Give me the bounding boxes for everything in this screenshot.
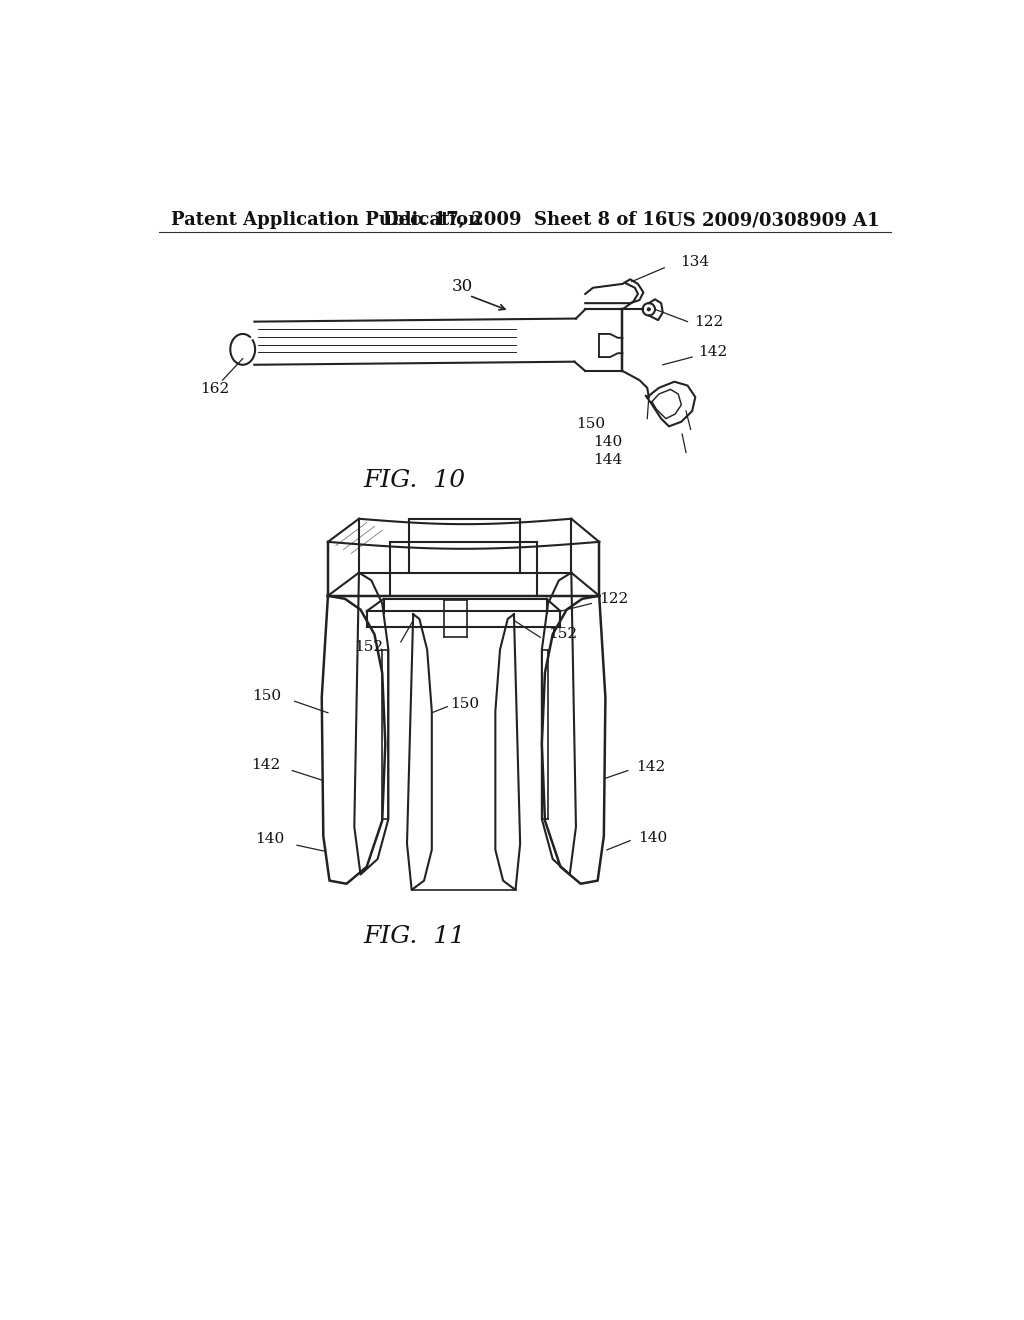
Text: 30: 30 bbox=[453, 277, 473, 294]
Text: 162: 162 bbox=[200, 381, 229, 396]
Text: 150: 150 bbox=[450, 697, 479, 710]
Circle shape bbox=[647, 308, 650, 312]
Text: Patent Application Publication: Patent Application Publication bbox=[171, 211, 481, 228]
Text: 144: 144 bbox=[593, 453, 623, 467]
Text: Dec. 17, 2009  Sheet 8 of 16: Dec. 17, 2009 Sheet 8 of 16 bbox=[383, 211, 667, 228]
Text: 140: 140 bbox=[255, 832, 285, 846]
Text: 142: 142 bbox=[636, 760, 665, 774]
Text: 122: 122 bbox=[599, 591, 629, 606]
Text: 142: 142 bbox=[698, 346, 728, 359]
Text: 134: 134 bbox=[680, 255, 709, 269]
Text: 122: 122 bbox=[693, 314, 723, 329]
Text: 152: 152 bbox=[354, 640, 384, 655]
Text: US 2009/0308909 A1: US 2009/0308909 A1 bbox=[668, 211, 880, 228]
Text: 140: 140 bbox=[638, 830, 668, 845]
Text: FIG.  10: FIG. 10 bbox=[364, 469, 466, 492]
Text: 150: 150 bbox=[575, 417, 605, 432]
Text: 152: 152 bbox=[548, 627, 578, 642]
Text: FIG.  11: FIG. 11 bbox=[364, 924, 466, 948]
Text: 150: 150 bbox=[252, 689, 282, 702]
Text: 142: 142 bbox=[251, 758, 280, 772]
Text: 140: 140 bbox=[593, 434, 623, 449]
